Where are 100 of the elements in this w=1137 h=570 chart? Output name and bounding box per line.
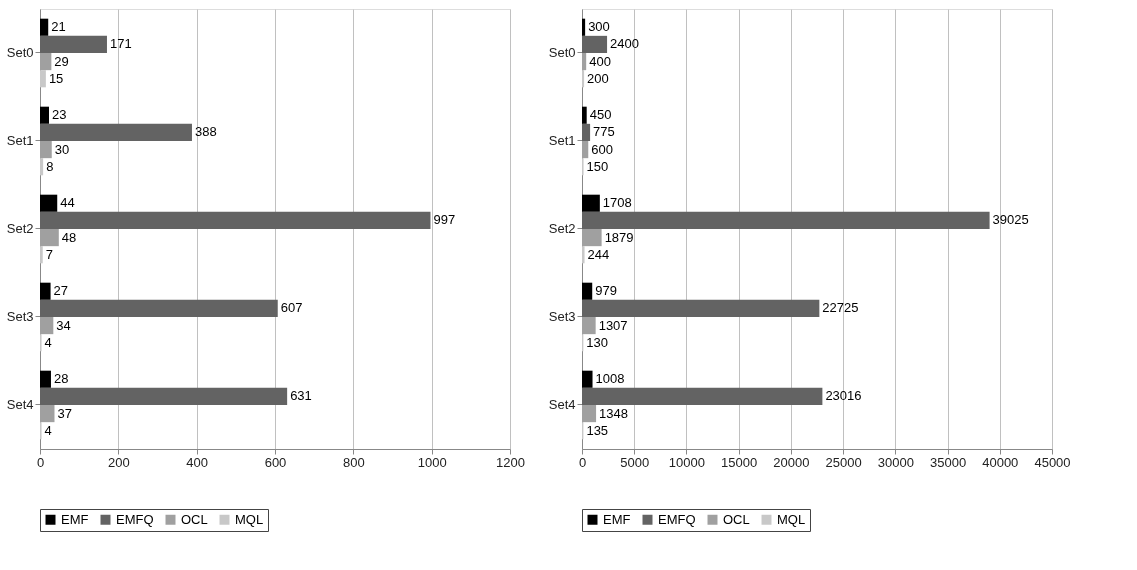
- legend-label: EMF: [61, 511, 89, 527]
- y-tick-label: Set2: [548, 221, 576, 236]
- bar: [40, 70, 46, 88]
- data-label: 130: [586, 334, 609, 350]
- bar: [582, 317, 596, 335]
- bar: [40, 18, 49, 36]
- legend-label: OCL: [181, 511, 208, 527]
- data-label: 21: [51, 19, 66, 35]
- x-tick-label: 25000: [825, 454, 862, 470]
- data-label: 27: [53, 283, 69, 299]
- data-label: 22725: [822, 300, 859, 316]
- data-label: 1008: [595, 371, 625, 387]
- data-label: 15: [48, 70, 64, 86]
- x-tick-label: 5000: [620, 454, 650, 470]
- legend-label: MQL: [235, 511, 264, 527]
- data-label: 244: [587, 246, 610, 262]
- data-label: 200: [587, 70, 609, 86]
- data-label: 135: [586, 422, 609, 438]
- bar: [582, 106, 587, 124]
- x-tick-label: 10000: [668, 454, 706, 470]
- data-label: 4: [44, 334, 52, 350]
- bar: [40, 370, 51, 388]
- x-tick-label: 20000: [773, 454, 810, 470]
- bar: [582, 53, 587, 71]
- x-tick-label: 0: [578, 454, 587, 470]
- x-tick-label: 30000: [877, 454, 914, 470]
- x-tick-label: 800: [342, 454, 365, 470]
- bar: [40, 299, 278, 317]
- data-label: 44: [60, 195, 75, 211]
- x-tick-label: 400: [186, 454, 209, 470]
- bar: [40, 211, 431, 229]
- data-label: 150: [586, 158, 609, 174]
- data-label: 171: [109, 36, 132, 52]
- data-label: 8: [46, 158, 54, 174]
- x-tick-label: 600: [264, 454, 287, 470]
- data-label: 37: [57, 405, 72, 421]
- data-label: 631: [290, 388, 312, 404]
- bar: [582, 246, 585, 264]
- bar: [40, 246, 43, 264]
- x-tick-label: 1000: [417, 454, 447, 470]
- x-tick-label: 200: [107, 454, 130, 470]
- y-tick-label: Set4: [548, 397, 576, 412]
- data-label: 30: [54, 141, 70, 157]
- y-tick-label: Set4: [6, 397, 34, 412]
- y-tick-label: Set0: [6, 45, 34, 60]
- bar: [40, 123, 192, 141]
- data-label: 4: [44, 422, 52, 438]
- legend-label: EMFQ: [658, 511, 696, 527]
- y-tick-label: Set2: [6, 221, 34, 236]
- bar: [582, 123, 591, 141]
- x-tick-label: 1200: [496, 454, 525, 470]
- data-label: 7: [45, 246, 53, 262]
- y-tick-label: Set3: [548, 309, 576, 324]
- bar: [40, 158, 44, 176]
- bar: [40, 194, 58, 212]
- bar: [582, 70, 585, 88]
- bar: [582, 370, 593, 388]
- data-label: 23: [52, 107, 67, 123]
- bar: [40, 387, 288, 405]
- bar: [40, 405, 55, 423]
- bar: [40, 35, 107, 53]
- data-label: 34: [56, 317, 71, 333]
- data-label: 400: [589, 53, 611, 69]
- data-label: 300: [588, 19, 610, 35]
- bar: [582, 229, 602, 247]
- y-tick-label: Set3: [6, 309, 34, 324]
- data-label: 607: [280, 300, 303, 316]
- data-label: 1879: [604, 229, 634, 245]
- data-label: 600: [591, 141, 613, 157]
- bar: [582, 18, 586, 36]
- x-tick-label: 40000: [982, 454, 1019, 470]
- bar: [582, 405, 597, 423]
- legend-label: EMFQ: [116, 511, 154, 527]
- data-label: 450: [589, 107, 612, 123]
- bar: [582, 282, 593, 300]
- bar: [40, 53, 52, 71]
- legend-label: EMF: [603, 511, 631, 527]
- x-tick-label: 0: [36, 454, 45, 470]
- bar: [582, 35, 608, 53]
- bar: [40, 106, 50, 124]
- bar: [40, 317, 54, 335]
- bar: [582, 141, 589, 159]
- data-label: 23016: [825, 388, 862, 404]
- x-tick-label: 15000: [721, 454, 758, 470]
- data-label: 1348: [599, 405, 628, 421]
- data-label: 775: [593, 124, 615, 140]
- data-label: 48: [61, 229, 77, 245]
- legend-label: OCL: [723, 511, 750, 527]
- data-label: 1307: [598, 317, 628, 333]
- y-tick-label: Set1: [6, 133, 34, 148]
- y-tick-label: Set1: [548, 133, 576, 148]
- data-label: 29: [54, 53, 69, 69]
- data-label: 997: [433, 212, 456, 228]
- bar: [40, 282, 51, 300]
- data-label: 2400: [610, 36, 639, 52]
- x-tick-label: 35000: [929, 454, 967, 470]
- bar: [582, 387, 823, 405]
- bar: [582, 299, 820, 317]
- legend-label: MQL: [777, 511, 806, 527]
- data-label: 28: [53, 371, 69, 387]
